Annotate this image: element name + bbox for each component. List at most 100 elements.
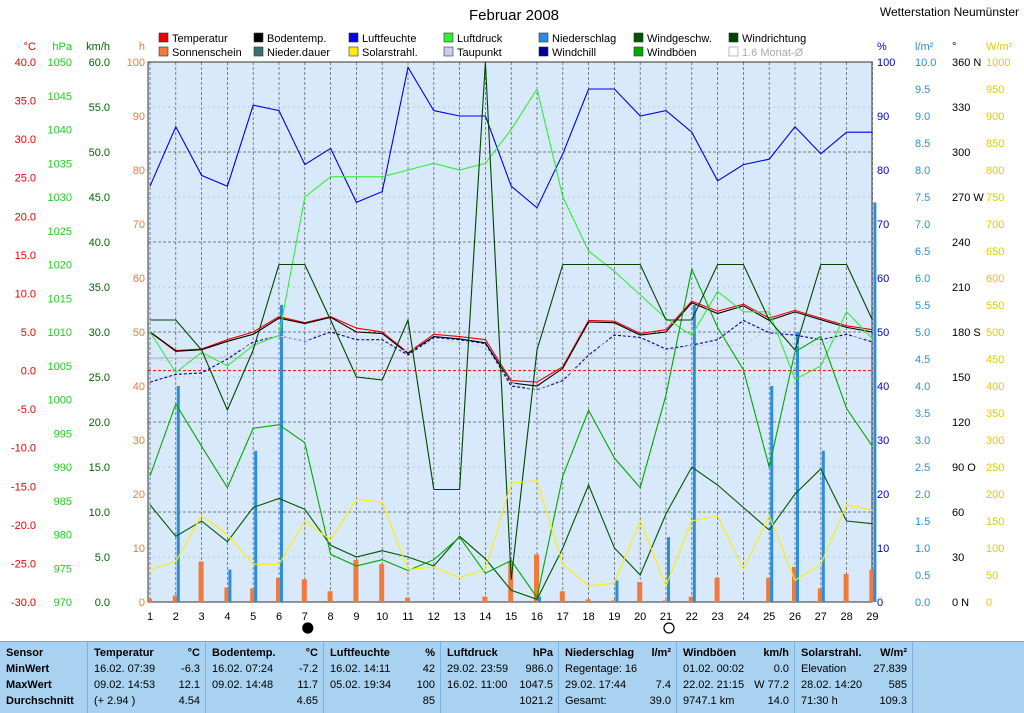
- bar-sonnenschein: [224, 587, 230, 602]
- solar-tick-label: 150: [986, 516, 1004, 528]
- rain-tick-label: 1.5: [915, 516, 930, 528]
- x-tick-label: 27: [815, 611, 827, 623]
- hum-tick-label: 100: [877, 57, 895, 69]
- bar-sonnenschein: [714, 577, 720, 602]
- bar-niederschlag: [692, 305, 696, 602]
- x-tick-label: 5: [250, 611, 256, 623]
- temp-tick-label: 0.0: [21, 366, 36, 378]
- press-tick-label: 1050: [48, 57, 72, 69]
- solar-tick-label: 500: [986, 327, 1004, 339]
- sun-tick-label: 90: [133, 111, 145, 123]
- x-tick-label: 16: [531, 611, 543, 623]
- legend-swatch: [443, 46, 454, 57]
- bar-sonnenschein: [198, 561, 204, 602]
- x-tick-label: 14: [479, 611, 491, 623]
- temp-tick-label: 25.0: [15, 173, 36, 185]
- x-tick-label: 7: [302, 611, 308, 623]
- stats-rain-total-label: Gesamt:: [565, 695, 607, 707]
- legend-label: Temperatur: [172, 33, 228, 45]
- temp-tick-label: 10.0: [15, 288, 36, 300]
- rain-tick-label: 7.5: [915, 192, 930, 204]
- wind-tick-label: 20.0: [89, 417, 110, 429]
- legend-swatch: [348, 46, 359, 57]
- stats-hum-min: 42: [422, 663, 435, 675]
- line-windben: [149, 267, 873, 599]
- x-tick-label: 11: [402, 611, 413, 623]
- hum-tick-label: 90: [877, 111, 889, 123]
- press-tick-label: 1045: [48, 91, 72, 103]
- bar-niederschlag: [796, 332, 799, 602]
- stats-temp-avg-note: (+ 2.94 ): [94, 695, 136, 707]
- line-windgeschw: [149, 466, 873, 600]
- stats-temp-title: Temperatur: [94, 647, 154, 659]
- stats-temp-max: 12.1: [178, 679, 200, 691]
- rain-tick-label: 1.0: [915, 543, 930, 555]
- press-tick-label: 1010: [48, 327, 72, 339]
- bar-sonnenschein: [585, 599, 591, 602]
- dir-tick-label: 180 S: [952, 327, 981, 339]
- solar-tick-label: 800: [986, 165, 1004, 177]
- rain-tick-label: 9.0: [915, 111, 930, 123]
- rain-tick-label: 6.0: [915, 273, 930, 285]
- stats-gust-avg: 14.0: [767, 695, 789, 707]
- stats-rain-panel: Niederschlag l/m² Regentage: 16 29.02. 17…: [559, 642, 677, 713]
- rain-unit-label: l/m²: [915, 41, 934, 53]
- bar-sonnenschein: [559, 591, 565, 602]
- stats-humidity-panel: Luftfeuchte% 16.02. 14:11 42 05.02. 19:34…: [324, 642, 441, 713]
- temp-unit-label: °C: [24, 41, 36, 53]
- dir-tick-label: 270 W: [952, 192, 984, 204]
- x-tick-label: 26: [789, 611, 801, 623]
- rain-tick-label: 5.5: [915, 300, 930, 312]
- temp-tick-label: -5.0: [17, 404, 36, 416]
- rain-tick-label: 4.0: [915, 381, 930, 393]
- stats-soil-max: 11.7: [297, 679, 318, 691]
- bar-sonnenschein: [766, 577, 772, 602]
- hum-tick-label: 80: [877, 165, 889, 177]
- legend-swatch: [633, 32, 644, 43]
- stats-temp-min: -6.3: [181, 663, 200, 675]
- dir-tick-label: 30: [952, 552, 964, 564]
- bar-niederschlag: [176, 386, 180, 602]
- legend-label: Windrichtung: [742, 33, 806, 45]
- statistics-bar: Sensor MinWert MaxWert Durchschnitt Temp…: [0, 641, 1024, 713]
- x-tick-label: 20: [634, 611, 646, 623]
- stats-temp-min-date: 16.02. 07:39: [94, 663, 156, 675]
- bar-sonnenschein: [276, 577, 281, 602]
- axes: 40.035.030.025.020.015.010.05.00.0-5.0-1…: [11, 41, 1013, 634]
- x-tick-label: 17: [557, 611, 569, 623]
- solar-tick-label: 450: [986, 354, 1004, 366]
- wind-tick-label: 10.0: [89, 507, 110, 519]
- line-windrichtung: [150, 61, 873, 580]
- legend-label: Nieder.dauer: [267, 47, 330, 59]
- hum-tick-label: 50: [877, 327, 889, 339]
- bar-niederschlag: [821, 450, 825, 602]
- wind-tick-label: 45.0: [89, 192, 110, 204]
- solar-tick-label: 300: [986, 435, 1004, 447]
- stats-pressure-panel: Luftdruck hPa 29.02. 23:59 986.0 16.02. 11…: [441, 642, 559, 713]
- press-tick-label: 1005: [48, 361, 72, 373]
- legend-label: Sonnenschein: [172, 47, 242, 59]
- temp-tick-label: 30.0: [15, 134, 36, 146]
- x-tick-label: 9: [353, 611, 359, 623]
- stats-soil-title: Bodentemp.: [212, 647, 276, 659]
- weather-chart: 40.035.030.025.020.015.010.05.00.0-5.0-1…: [10, 5, 1020, 634]
- press-tick-label: 985: [54, 496, 72, 508]
- stats-hum-max: 100: [416, 679, 435, 691]
- stats-rain-days: Regentage: 16: [565, 663, 638, 675]
- bar-niederschlag: [254, 450, 258, 602]
- hum-tick-label: 30: [877, 435, 889, 447]
- stats-gust-min-date: 01.02. 00:02: [683, 663, 745, 675]
- press-tick-label: 1020: [48, 260, 72, 272]
- solar-tick-label: 1000: [986, 57, 1010, 69]
- sun-tick-label: 10: [133, 543, 145, 555]
- legend-label: Luftdruck: [457, 33, 503, 45]
- stats-hum-title: Luftfeuchte: [330, 647, 390, 659]
- line-luftfeuchte: [149, 65, 873, 209]
- legend-label: Bodentemp.: [267, 33, 326, 45]
- wind-tick-label: 50.0: [89, 147, 110, 159]
- stats-soil-max-date: 09.02. 14:48: [212, 679, 274, 691]
- solar-tick-label: 900: [986, 111, 1004, 123]
- legend-label: Luftfeuchte: [362, 33, 416, 45]
- stats-temp-unit: °C: [187, 647, 200, 659]
- x-tick-label: 3: [199, 611, 205, 623]
